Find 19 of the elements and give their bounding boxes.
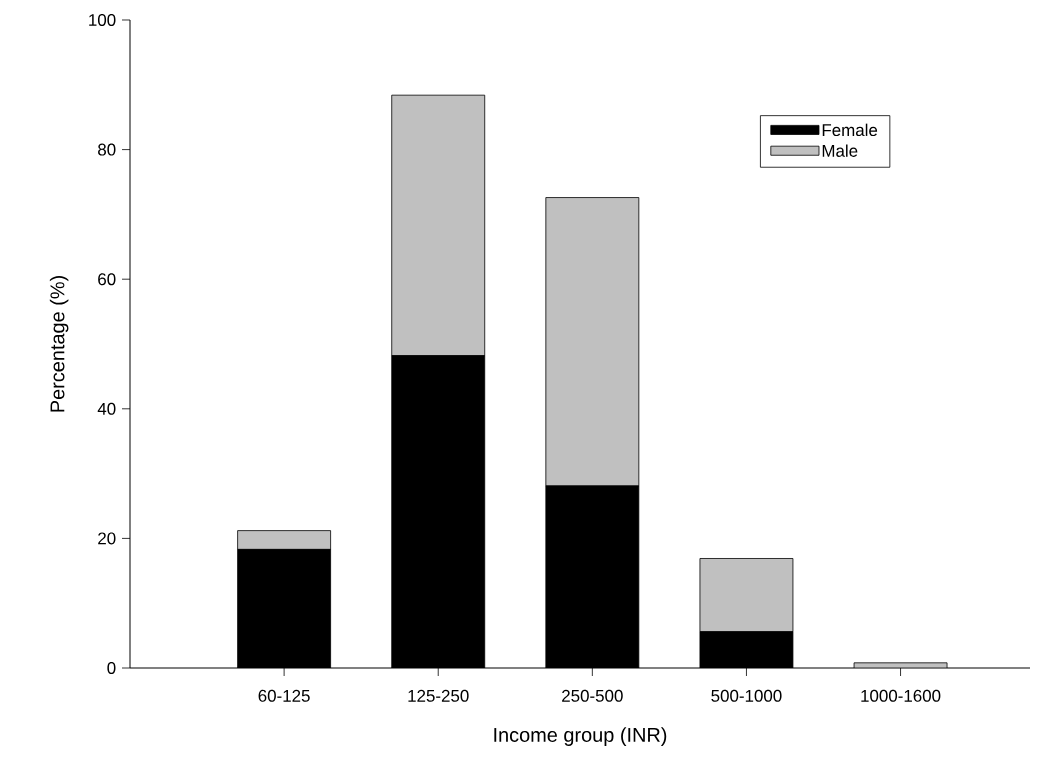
x-tick-label: 125-250 — [408, 689, 469, 702]
x-tick-label: 1000-1600 — [861, 689, 941, 702]
bar — [237, 530, 332, 550]
y-tick-label: 80 — [98, 143, 116, 156]
x-axis-title: Income group (INR) — [494, 727, 667, 746]
bar — [391, 94, 486, 357]
y-tick-label: 40 — [97, 402, 116, 415]
bar — [545, 197, 640, 487]
y-axis-title: Percentage (%) — [49, 276, 69, 412]
y-tick-label: 100 — [89, 13, 116, 26]
x-tick-label: 500-1000 — [711, 689, 782, 702]
x-tick-label: 60-125 — [258, 689, 310, 702]
y-tick-label: 20 — [98, 532, 116, 545]
y-tick-label: 60 — [98, 273, 116, 286]
x-tick-label: 250-500 — [562, 689, 623, 702]
legend-label: Male — [822, 144, 858, 157]
bar — [699, 558, 794, 633]
y-tick-label: 0 — [107, 662, 116, 674]
legend-label: Female — [822, 123, 878, 137]
